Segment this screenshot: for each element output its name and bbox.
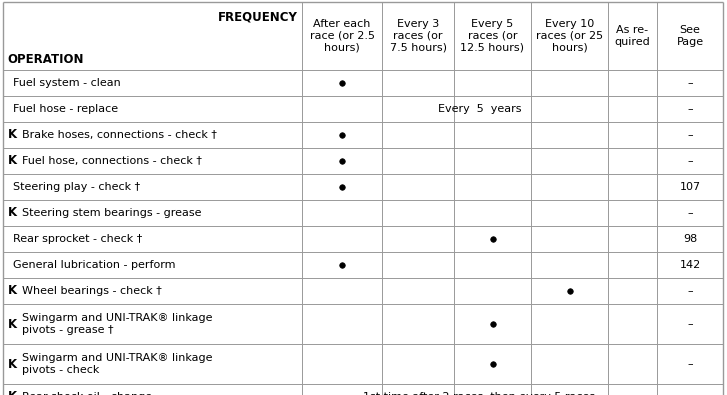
Text: 142: 142 bbox=[679, 260, 701, 270]
Text: K: K bbox=[8, 391, 17, 395]
Text: 107: 107 bbox=[680, 182, 701, 192]
Text: Rear shock oil - change: Rear shock oil - change bbox=[22, 392, 152, 395]
Text: Swingarm and UNI-TRAK® linkage
pivots - grease †: Swingarm and UNI-TRAK® linkage pivots - … bbox=[22, 313, 212, 335]
Text: –: – bbox=[687, 78, 693, 88]
Text: –: – bbox=[687, 359, 693, 369]
Text: K: K bbox=[8, 318, 17, 331]
Text: –: – bbox=[687, 104, 693, 114]
Text: Wheel bearings - check †: Wheel bearings - check † bbox=[22, 286, 161, 296]
Text: Every 5
races (or
12.5 hours): Every 5 races (or 12.5 hours) bbox=[460, 19, 524, 53]
Text: K: K bbox=[8, 284, 17, 297]
Text: FREQUENCY: FREQUENCY bbox=[218, 10, 298, 23]
Text: –: – bbox=[687, 319, 693, 329]
Text: Every 10
races (or 25
hours): Every 10 races (or 25 hours) bbox=[536, 19, 603, 53]
Text: See
Page: See Page bbox=[676, 25, 704, 47]
Text: Brake hoses, connections - check †: Brake hoses, connections - check † bbox=[22, 130, 217, 140]
Text: Steering play - check †: Steering play - check † bbox=[13, 182, 140, 192]
Text: Steering stem bearings - grease: Steering stem bearings - grease bbox=[22, 208, 201, 218]
Text: Rear sprocket - check †: Rear sprocket - check † bbox=[13, 234, 142, 244]
Text: 1st time after 2 races, then every 5 races: 1st time after 2 races, then every 5 rac… bbox=[364, 392, 595, 395]
Text: Fuel system - clean: Fuel system - clean bbox=[13, 78, 121, 88]
Text: Fuel hose - replace: Fuel hose - replace bbox=[13, 104, 118, 114]
Text: –: – bbox=[687, 130, 693, 140]
Text: K: K bbox=[8, 154, 17, 167]
Text: K: K bbox=[8, 357, 17, 371]
Text: K: K bbox=[8, 207, 17, 220]
Text: Swingarm and UNI-TRAK® linkage
pivots - check: Swingarm and UNI-TRAK® linkage pivots - … bbox=[22, 353, 212, 375]
Text: –: – bbox=[687, 156, 693, 166]
Text: Fuel hose, connections - check †: Fuel hose, connections - check † bbox=[22, 156, 202, 166]
Text: Every  5  years: Every 5 years bbox=[438, 104, 521, 114]
Text: K: K bbox=[8, 128, 17, 141]
Text: –: – bbox=[687, 392, 693, 395]
Text: 98: 98 bbox=[683, 234, 697, 244]
Text: –: – bbox=[687, 286, 693, 296]
Text: OPERATION: OPERATION bbox=[7, 53, 84, 66]
Text: General lubrication - perform: General lubrication - perform bbox=[13, 260, 175, 270]
Text: Every 3
races (or
7.5 hours): Every 3 races (or 7.5 hours) bbox=[390, 19, 446, 53]
Text: As re-
quired: As re- quired bbox=[614, 25, 651, 47]
Text: –: – bbox=[687, 208, 693, 218]
Text: After each
race (or 2.5
hours): After each race (or 2.5 hours) bbox=[310, 19, 374, 53]
